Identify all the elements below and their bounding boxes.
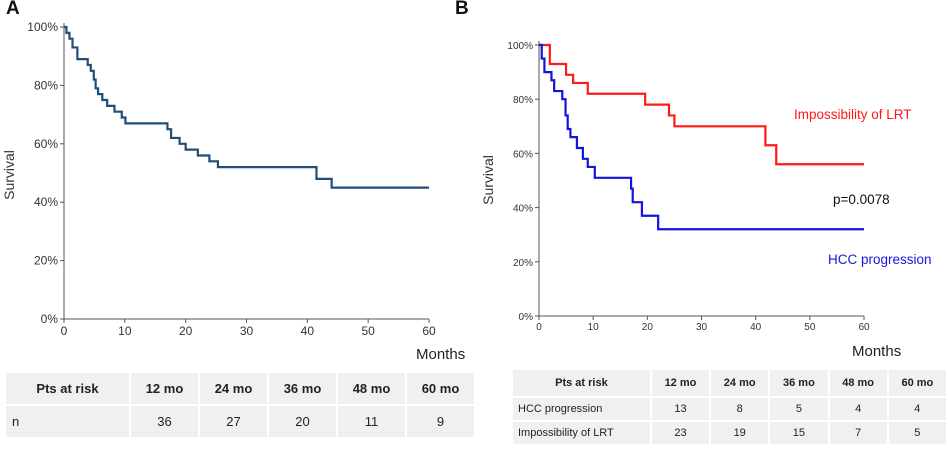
table-cell: 9: [407, 406, 474, 437]
table-cell: 13: [651, 398, 710, 420]
table-header-cell: Pts at risk: [6, 373, 129, 404]
table-row: n 36 27 20 11 9: [6, 406, 474, 437]
table-header-cell: 36 mo: [269, 373, 336, 404]
table-row-label: HCC progression: [513, 398, 650, 420]
x-axis-label: Months: [416, 346, 465, 363]
y-tick-label: 80%: [513, 95, 533, 106]
y-axis-label: Survival: [480, 155, 496, 205]
panel-b-survival-chart: 0% 20% 40% 60% 80% 100% 0 10 20 30 40 50 60 Survival…: [480, 41, 932, 360]
table-cell: 11: [338, 406, 405, 437]
table-row: Impossibility of LRT 23 19 15 7 5: [513, 422, 946, 444]
table-cell: 23: [651, 422, 710, 444]
table-header-row: Pts at risk 12 mo 24 mo 36 mo 48 mo 60 m…: [6, 373, 474, 404]
x-tick-label: 10: [588, 322, 600, 333]
x-tick-label: 60: [858, 322, 870, 333]
panel-b-letter: B: [455, 0, 469, 19]
table-header-cell: 12 mo: [651, 370, 710, 396]
y-tick-label: 0%: [41, 312, 59, 326]
x-tick-label: 60: [422, 324, 436, 338]
table-cell: 20: [269, 406, 336, 437]
x-tick-label: 0: [61, 324, 68, 338]
table-header-cell: 24 mo: [711, 370, 769, 396]
y-tick-label: 40%: [513, 204, 533, 215]
x-tick-label: 50: [804, 322, 816, 333]
table-header-cell: 12 mo: [131, 373, 198, 404]
table-cell: 4: [829, 398, 887, 420]
y-axis-label: Survival: [1, 150, 17, 200]
table-cell: 19: [711, 422, 769, 444]
x-axis-label: Months: [852, 343, 901, 360]
y-tick-label: 60%: [34, 137, 58, 151]
table-row-label: n: [6, 406, 129, 437]
table-header-cell: Pts at risk: [513, 370, 650, 396]
table-header-cell: 60 mo: [888, 370, 946, 396]
x-tick-label: 30: [696, 322, 708, 333]
x-tick-label: 40: [750, 322, 762, 333]
panel-a-letter: A: [6, 0, 20, 19]
table-header-cell: 48 mo: [829, 370, 887, 396]
y-tick-label: 100%: [27, 20, 58, 34]
legend-impossibility-of-lrt: Impossibility of LRT: [794, 107, 912, 122]
y-tick-label: 100%: [507, 41, 533, 52]
table-header-cell: 48 mo: [338, 373, 405, 404]
survival-curve-overall: [64, 25, 429, 189]
x-tick-label: 30: [240, 324, 254, 338]
table-cell: 8: [711, 398, 769, 420]
p-value-annotation: p=0.0078: [833, 192, 890, 207]
table-header-cell: 60 mo: [407, 373, 474, 404]
table-cell: 7: [829, 422, 887, 444]
table-row: HCC progression 13 8 5 4 4: [513, 398, 946, 420]
table-header-row: Pts at risk 12 mo 24 mo 36 mo 48 mo 60 m…: [513, 370, 946, 396]
survival-curve-impossibility-of-lrt: [539, 43, 864, 166]
table-header-cell: 24 mo: [200, 373, 267, 404]
table-cell: 5: [888, 422, 946, 444]
y-tick-label: 40%: [34, 195, 58, 209]
table-cell: 4: [888, 398, 946, 420]
panel-a-survival-chart: 0% 20% 40% 60% 80% 100% 0 10 20 30 40 50 60 Survival…: [1, 20, 465, 363]
x-tick-label: 0: [536, 322, 542, 333]
x-tick-label: 40: [301, 324, 315, 338]
panel-a-risk-table: Pts at risk 12 mo 24 mo 36 mo 48 mo 60 m…: [4, 371, 476, 439]
table-header-cell: 36 mo: [770, 370, 828, 396]
table-cell: 27: [200, 406, 267, 437]
x-tick-label: 20: [179, 324, 193, 338]
y-tick-label: 20%: [513, 258, 533, 269]
y-tick-label: 60%: [513, 149, 533, 160]
table-row-label: Impossibility of LRT: [513, 422, 650, 444]
y-tick-label: 0%: [519, 312, 534, 323]
x-tick-label: 10: [118, 324, 132, 338]
survival-curve-hcc-progression: [539, 43, 864, 231]
table-cell: 15: [770, 422, 828, 444]
y-tick-label: 20%: [34, 254, 58, 268]
y-tick-label: 80%: [34, 78, 58, 92]
table-cell: 5: [770, 398, 828, 420]
legend-hcc-progression: HCC progression: [828, 252, 932, 267]
x-tick-label: 20: [642, 322, 654, 333]
x-tick-label: 50: [361, 324, 375, 338]
table-cell: 36: [131, 406, 198, 437]
panel-b-risk-table: Pts at risk 12 mo 24 mo 36 mo 48 mo 60 m…: [511, 368, 948, 446]
